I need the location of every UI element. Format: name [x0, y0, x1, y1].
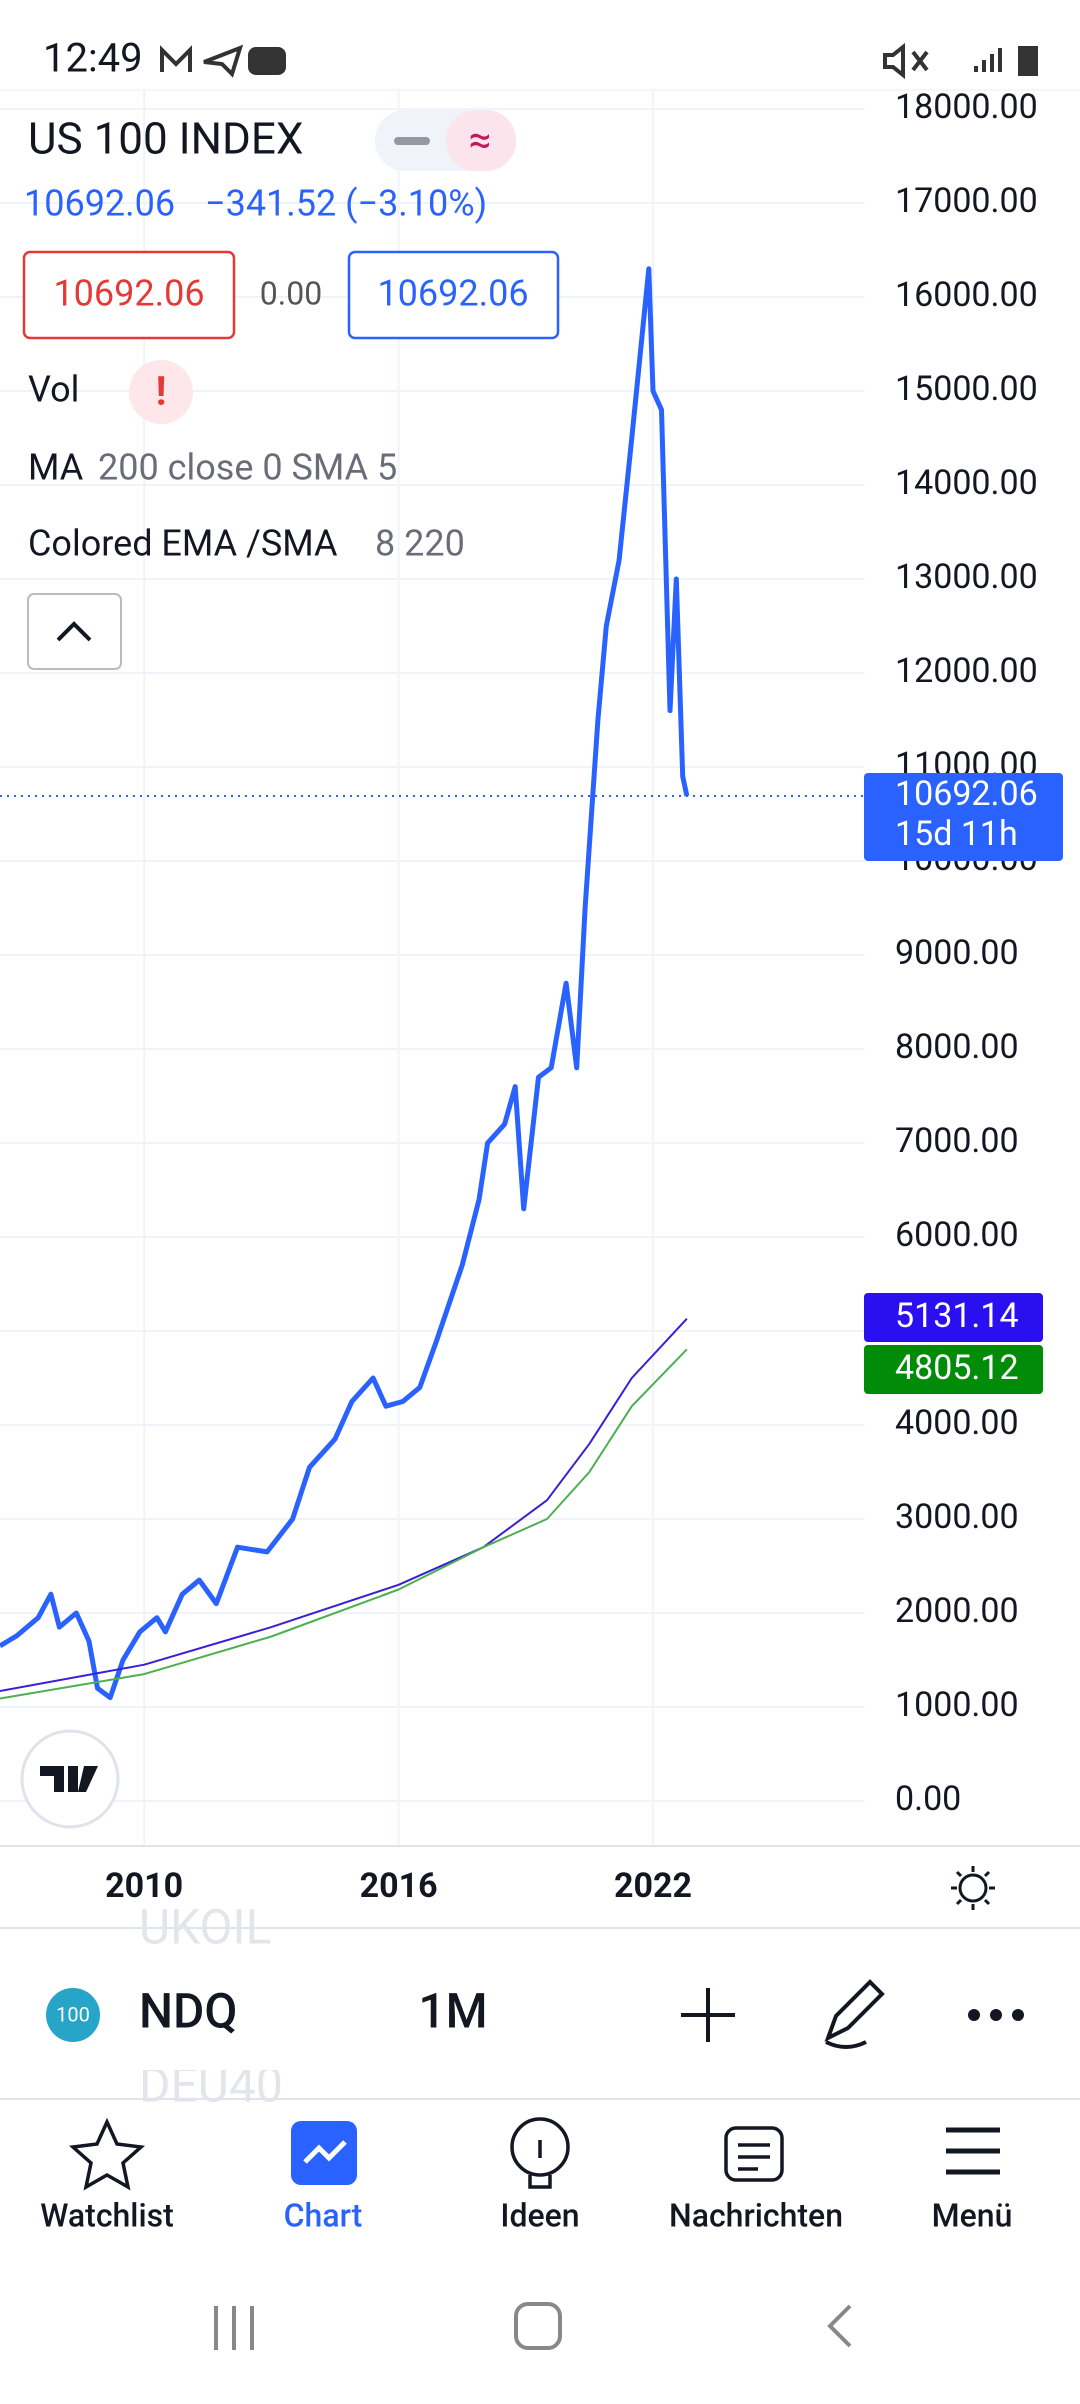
add-icon[interactable]	[681, 1988, 735, 2042]
y-tick-label: 6000.00	[895, 1215, 1019, 1255]
y-tick-label: 16000.00	[895, 275, 1038, 315]
watchlist-icon[interactable]	[68, 2117, 146, 2191]
countdown-text: 15d 11h	[895, 814, 1018, 854]
symbol-badge-text: 100	[56, 2002, 90, 2026]
toggle-active[interactable]	[446, 110, 516, 171]
vol-label: Vol	[28, 369, 79, 411]
y-tick-label: 14000.00	[895, 463, 1038, 503]
x-tick-label: 2016	[360, 1866, 438, 1906]
y-tick-label: 18000.00	[895, 87, 1038, 127]
series	[0, 266, 690, 1701]
y-tick-label: 2000.00	[895, 1591, 1019, 1631]
last-price-tag	[864, 772, 1063, 861]
collapse-button[interactable]	[27, 593, 122, 670]
interval[interactable]: 1M	[418, 1983, 487, 2040]
y-tick-label: 15000.00	[895, 369, 1038, 409]
news-icon[interactable]	[724, 2126, 784, 2182]
chart-icon-line	[303, 2140, 347, 2164]
price-line	[0, 1348, 688, 1700]
nav-label: Watchlist	[40, 2196, 173, 2234]
alert-circle[interactable]	[129, 360, 193, 424]
ema-label: Colored EMA /SMA	[28, 523, 338, 565]
ma-tag	[864, 1293, 1043, 1342]
symbol-title: US 100 INDEX	[28, 113, 304, 165]
sys-home[interactable]	[514, 2302, 562, 2350]
axis: 0.001000.002000.003000.004000.005000.006…	[105, 87, 1038, 1906]
y-tick-label: 0.00	[895, 1779, 961, 1819]
y-tick-label: 4000.00	[895, 1403, 1019, 1443]
grid	[0, 90, 865, 1846]
y-tick-label: 7000.00	[895, 1121, 1019, 1161]
tv-logo-mark	[40, 1766, 98, 1792]
toggle-icon: ≈	[469, 117, 492, 164]
y-tick-label: 1000.00	[895, 1685, 1019, 1725]
y-tick-label: 12000.00	[895, 651, 1038, 691]
more-icon[interactable]	[968, 2009, 1024, 2021]
y-tick-label: 17000.00	[895, 181, 1038, 221]
price-line	[0, 266, 690, 1701]
ma-label: MA	[28, 447, 84, 489]
nav-label: Chart	[284, 2196, 363, 2234]
ghost-symbol: UKOIL	[139, 1899, 271, 1956]
x-tick-label: 2022	[614, 1866, 692, 1906]
ma-params: 200 close 0 SMA 5	[98, 447, 397, 489]
status-icons	[160, 42, 1038, 80]
nav-label: Nachrichten	[669, 2196, 843, 2234]
buy-price: 10692.06	[377, 273, 528, 315]
price: 10692.06	[24, 183, 175, 225]
status-time: 12:49	[43, 35, 143, 82]
chevron-icon	[56, 621, 92, 642]
buy-button[interactable]	[347, 250, 560, 340]
y-tick-label: 9000.00	[895, 933, 1019, 973]
symbol-badge	[46, 1988, 100, 2042]
sell-button[interactable]	[22, 250, 236, 340]
sell-price: 10692.06	[53, 273, 204, 315]
ema-params: 8 220	[375, 523, 465, 565]
y-tick-label: 8000.00	[895, 1027, 1019, 1067]
ideas-icon[interactable]	[510, 2117, 570, 2189]
y-tick-label: 3000.00	[895, 1497, 1019, 1537]
price-line	[0, 1318, 688, 1692]
last-price-text: 10692.06	[895, 774, 1038, 814]
draw-icon[interactable]	[824, 1979, 885, 2049]
price-change: −341.52 (−3.10%)	[205, 183, 487, 225]
sys-recents[interactable]	[214, 2306, 254, 2350]
x-tick-label: 2010	[105, 1866, 183, 1906]
ma-tag	[864, 1345, 1043, 1394]
sys-back[interactable]	[827, 2304, 852, 2348]
ma-tag-text: 4805.12	[895, 1348, 1019, 1388]
ma-tag-text: 5131.14	[895, 1296, 1019, 1336]
nav-label: Menü	[932, 2196, 1013, 2234]
toolbar	[0, 1950, 1080, 2070]
settings-icon[interactable]	[951, 1866, 995, 1910]
alert-icon: !	[156, 368, 167, 415]
symbol[interactable]: NDQ	[139, 1983, 237, 2040]
nav-label: Ideen	[500, 2196, 579, 2234]
spread: 0.00	[260, 274, 322, 312]
y-tick-label: 13000.00	[895, 557, 1038, 597]
menu-icon[interactable]	[946, 2127, 1000, 2175]
